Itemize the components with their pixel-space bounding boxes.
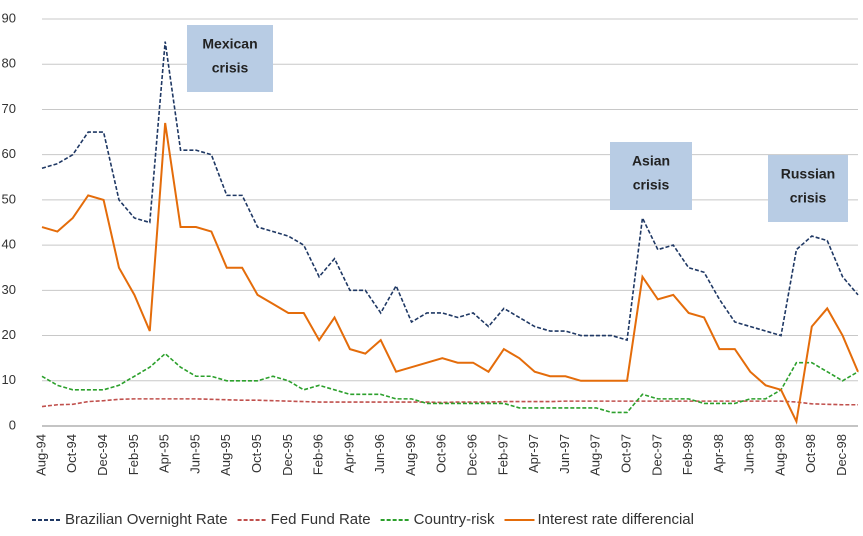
y-tick-label: 90 (2, 10, 16, 25)
x-tick-label: Feb-96 (311, 434, 326, 475)
series-line (41, 398, 858, 408)
y-tick-label: 60 (2, 146, 16, 161)
x-tick-label: Apr-98 (711, 434, 726, 473)
x-tick-label: Oct-98 (803, 434, 818, 473)
x-tick-label: Dec-98 (834, 434, 849, 476)
annotation-text: Asian (632, 153, 670, 169)
x-tick-label: Feb-95 (126, 434, 141, 475)
x-tick-label: Jun-96 (372, 434, 387, 474)
x-tick-label: Apr-95 (157, 434, 172, 473)
legend-label: Fed Fund Rate (271, 511, 371, 528)
x-tick-label: Jun-95 (187, 434, 202, 474)
x-tick-label: Oct-95 (249, 434, 264, 473)
x-tick-label: Dec-95 (280, 434, 295, 476)
legend-label: Brazilian Overnight Rate (65, 511, 228, 528)
y-tick-label: 20 (2, 327, 16, 342)
y-tick-label: 40 (2, 237, 16, 252)
annotation-text: Mexican (202, 36, 257, 52)
y-tick-label: 0 (9, 417, 16, 432)
y-tick-label: 30 (2, 282, 16, 297)
series-line (41, 41, 859, 342)
annotation-text: crisis (212, 60, 249, 76)
x-tick-label: Dec-94 (95, 434, 110, 476)
x-tick-label: Aug-94 (33, 434, 48, 476)
x-tick-label: Oct-96 (434, 434, 449, 473)
y-tick-label: 10 (2, 372, 16, 387)
annotation-box (768, 155, 848, 222)
x-tick-label: Feb-97 (495, 434, 510, 475)
series-line (41, 352, 859, 414)
annotation-box (610, 142, 692, 210)
annotation-text: crisis (790, 190, 827, 206)
annotation-box (187, 25, 273, 92)
x-tick-label: Aug-95 (218, 434, 233, 476)
x-tick-label: Jun-97 (557, 434, 572, 474)
x-tick-label: Apr-97 (526, 434, 541, 473)
annotation-text: crisis (633, 177, 670, 193)
x-tick-label: Aug-96 (403, 434, 418, 476)
x-tick-label: Oct-97 (618, 434, 633, 473)
y-tick-label: 50 (2, 191, 16, 206)
x-tick-label: Aug-97 (588, 434, 603, 476)
x-tick-label: Dec-97 (649, 434, 664, 476)
legend-label: Country-risk (414, 511, 495, 528)
x-tick-label: Feb-98 (680, 434, 695, 475)
x-tick-label: Jun-98 (742, 434, 757, 474)
y-tick-label: 70 (2, 101, 16, 116)
x-tick-label: Aug-98 (772, 434, 787, 476)
y-tick-label: 80 (2, 56, 16, 71)
x-tick-label: Dec-96 (465, 434, 480, 476)
legend-label: Interest rate differencial (538, 511, 694, 528)
x-tick-label: Apr-96 (341, 434, 356, 473)
annotation-text: Russian (781, 166, 835, 182)
series-line (41, 122, 859, 425)
x-tick-label: Oct-94 (64, 434, 79, 473)
